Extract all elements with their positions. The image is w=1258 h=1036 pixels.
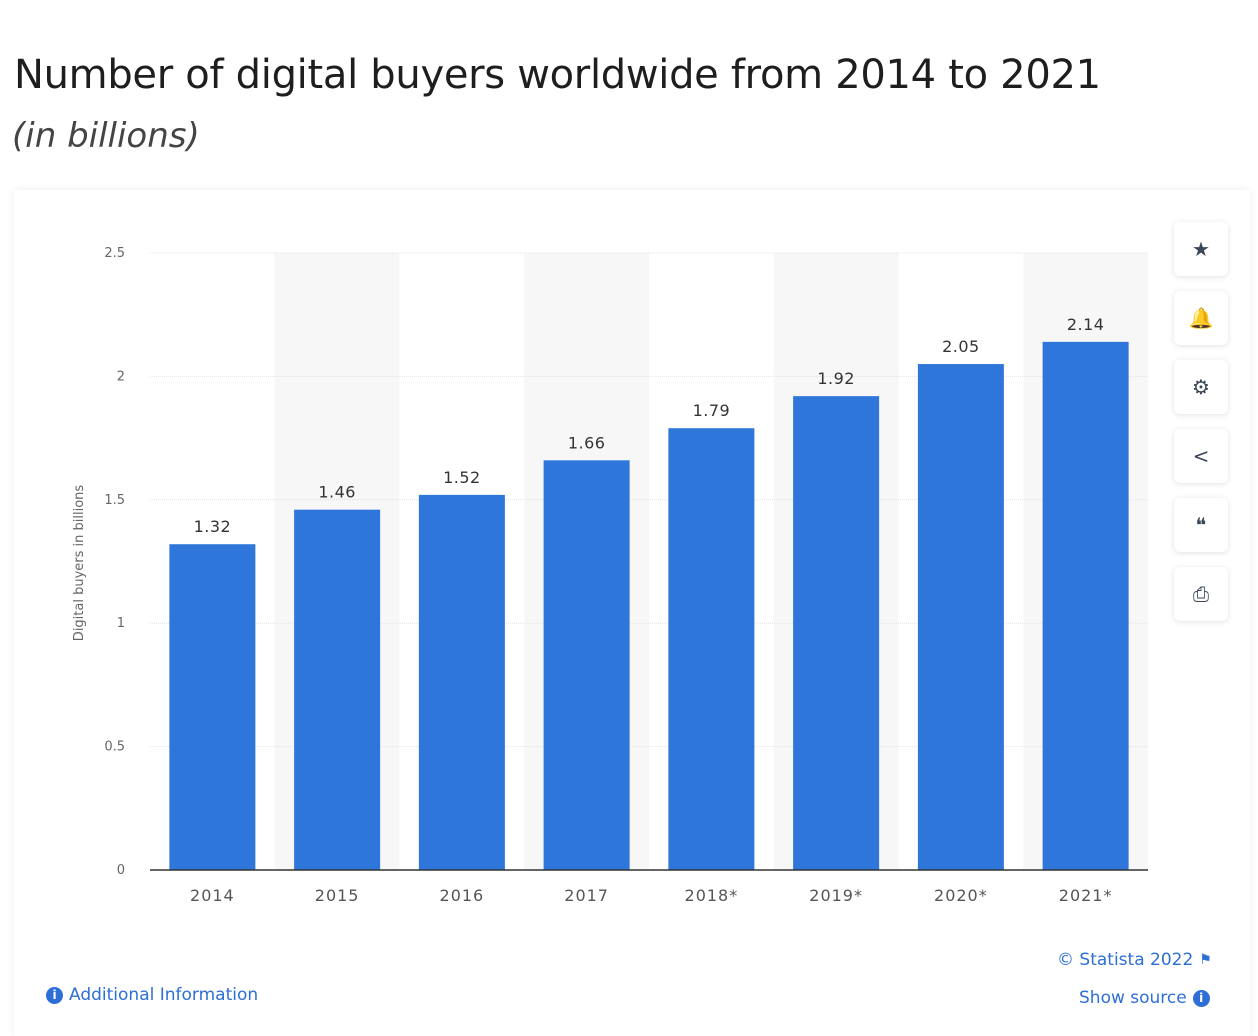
x-tick-label: 2020* bbox=[934, 886, 988, 905]
y-tick-label: 2 bbox=[117, 369, 125, 384]
x-tick-label: 2018* bbox=[685, 886, 739, 905]
y-tick-label: 2.5 bbox=[104, 246, 125, 261]
quote-button[interactable]: ❝ bbox=[1174, 498, 1228, 552]
bar bbox=[917, 364, 1004, 870]
gear-button[interactable]: ⚙ bbox=[1174, 360, 1228, 414]
data-label: 1.32 bbox=[194, 517, 232, 536]
info-icon: i bbox=[46, 986, 63, 1004]
data-label: 1.92 bbox=[817, 369, 855, 388]
chart-toolbar: ★ 🔔 ⚙ < ❝ ⎙ bbox=[1174, 222, 1228, 636]
share-icon: < bbox=[1192, 444, 1210, 468]
data-label: 1.52 bbox=[443, 468, 481, 487]
bar bbox=[668, 428, 755, 870]
bell-button[interactable]: 🔔 bbox=[1174, 291, 1228, 345]
print-button[interactable]: ⎙ bbox=[1174, 567, 1228, 621]
bar bbox=[793, 396, 880, 870]
bell-icon: 🔔 bbox=[1188, 306, 1214, 330]
statista-copyright-link[interactable]: © Statista 2022 ⚑ bbox=[1057, 950, 1212, 970]
x-tick-label: 2019* bbox=[809, 886, 863, 905]
data-label: 2.05 bbox=[942, 337, 980, 356]
data-label: 1.79 bbox=[693, 401, 731, 420]
y-tick-label: 0.5 bbox=[104, 740, 125, 755]
data-label: 1.66 bbox=[568, 433, 606, 452]
y-axis-label: Digital buyers in billions bbox=[72, 485, 87, 642]
bar bbox=[418, 494, 505, 870]
show-source-link[interactable]: Show source i bbox=[1079, 988, 1210, 1008]
star-icon: ★ bbox=[1192, 237, 1210, 261]
bar bbox=[294, 509, 381, 870]
print-icon: ⎙ bbox=[1193, 582, 1209, 606]
bar bbox=[543, 460, 630, 870]
bar bbox=[1042, 341, 1129, 870]
gear-icon: ⚙ bbox=[1192, 375, 1210, 399]
y-tick-label: 1.5 bbox=[104, 493, 125, 508]
info-icon: i bbox=[1192, 989, 1210, 1007]
bar-chart: 00.511.522.51.3220141.4620151.5220161.66… bbox=[72, 246, 1148, 905]
chart-card: 0 0.5 1 1.5 2 2.5 1.32 2014 1.46 2015 1.52 2016 1.66… bbox=[14, 190, 1250, 1036]
show-source-label: Show source bbox=[1079, 988, 1187, 1008]
share-button[interactable]: < bbox=[1174, 429, 1228, 483]
additional-information-link[interactable]: i Additional Information bbox=[46, 985, 258, 1005]
data-label: 1.46 bbox=[318, 483, 356, 502]
x-tick-label: 2015 bbox=[315, 886, 360, 905]
bar bbox=[169, 544, 256, 870]
x-tick-label: 2016 bbox=[440, 886, 485, 905]
page-subtitle: (in billions) bbox=[12, 116, 200, 156]
star-button[interactable]: ★ bbox=[1174, 222, 1228, 276]
y-tick-label: 1 bbox=[117, 616, 125, 631]
x-tick-label: 2014 bbox=[190, 886, 235, 905]
quote-icon: ❝ bbox=[1195, 513, 1207, 537]
x-tick-label: 2017 bbox=[564, 886, 609, 905]
copyright-label: © Statista 2022 bbox=[1057, 950, 1194, 970]
data-label: 2.14 bbox=[1067, 315, 1105, 334]
x-tick-label: 2021* bbox=[1059, 886, 1113, 905]
y-tick-label: 0 bbox=[117, 863, 125, 878]
flag-icon: ⚑ bbox=[1199, 952, 1212, 968]
additional-information-label: Additional Information bbox=[69, 985, 259, 1005]
page-title: Number of digital buyers worldwide from … bbox=[14, 52, 1101, 98]
